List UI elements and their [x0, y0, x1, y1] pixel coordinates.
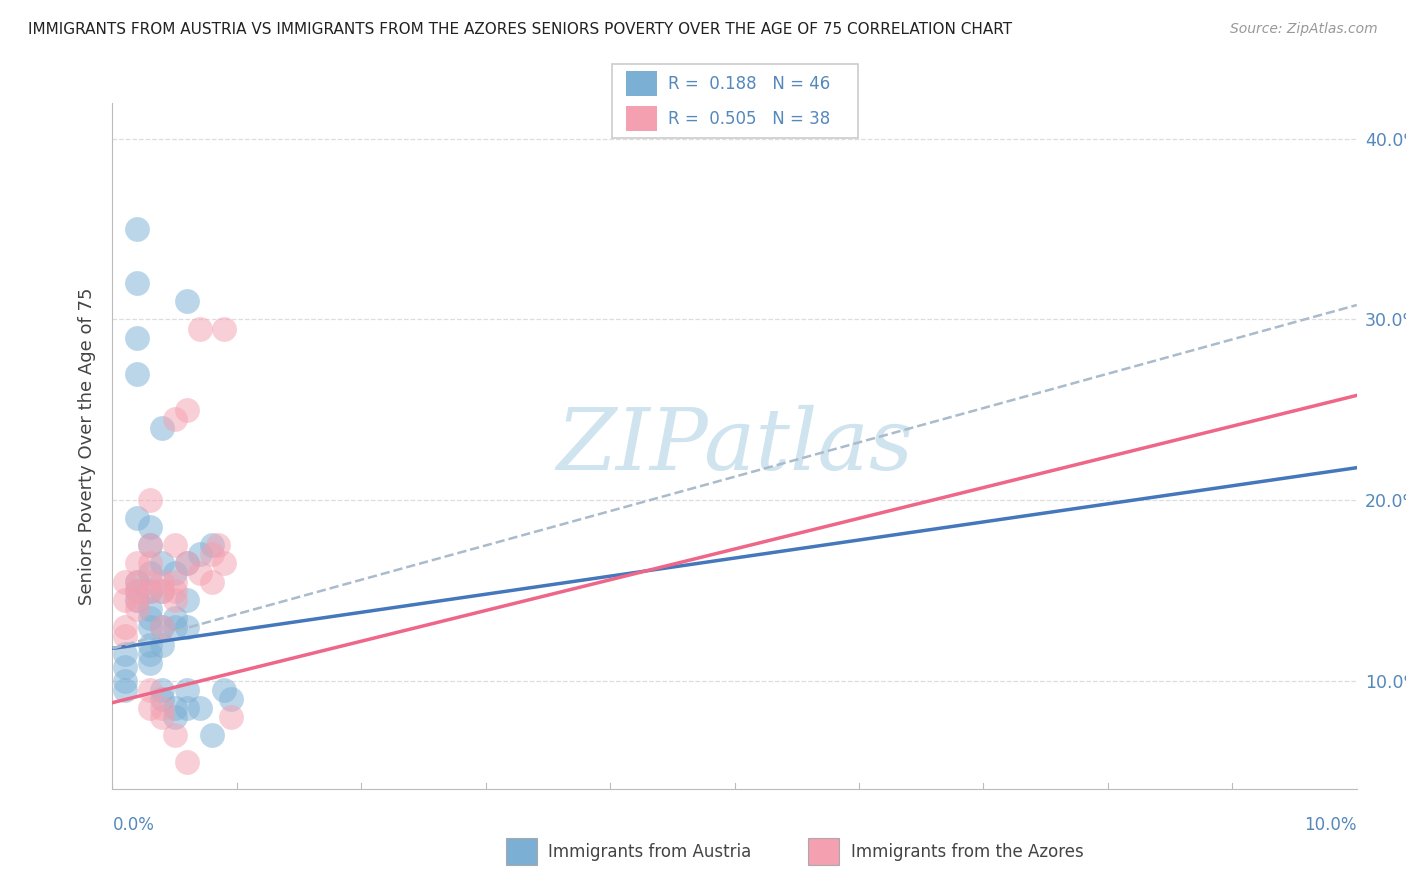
Point [139, 601, 162, 615]
Point [163, 538, 186, 552]
Point [139, 520, 162, 534]
Point [150, 620, 173, 634]
Point [163, 412, 186, 426]
Point [176, 701, 198, 715]
Point [201, 548, 224, 562]
Point [176, 294, 198, 309]
Point [127, 601, 149, 615]
Point [150, 583, 173, 598]
Point [150, 683, 173, 698]
Point [150, 638, 173, 652]
Point [127, 583, 149, 598]
Point [150, 701, 173, 715]
Point [188, 321, 211, 335]
Point [163, 710, 186, 724]
Point [201, 538, 224, 552]
Point [163, 728, 186, 742]
Point [127, 330, 149, 344]
Point [214, 683, 236, 698]
Text: Immigrants from Austria: Immigrants from Austria [548, 843, 752, 861]
Point [163, 701, 186, 715]
Text: Source: ZipAtlas.com: Source: ZipAtlas.com [1230, 22, 1378, 37]
Point [201, 574, 224, 589]
Point [139, 638, 162, 652]
Point [127, 583, 149, 598]
Point [127, 277, 149, 291]
Point [163, 592, 186, 607]
Point [219, 710, 242, 724]
Point [150, 692, 173, 706]
Point [127, 592, 149, 607]
Point [139, 538, 162, 552]
Point [114, 592, 136, 607]
Point [219, 692, 242, 706]
Point [188, 548, 211, 562]
Point [114, 629, 136, 643]
Point [176, 557, 198, 571]
Point [127, 574, 149, 589]
Point [139, 611, 162, 625]
Point [150, 583, 173, 598]
Point [139, 683, 162, 698]
Point [139, 583, 162, 598]
Point [150, 421, 173, 435]
Point [114, 659, 136, 673]
Point [139, 583, 162, 598]
Point [114, 673, 136, 688]
Point [214, 557, 236, 571]
Text: 0.0%: 0.0% [112, 816, 155, 834]
Text: ZIPatlas: ZIPatlas [555, 405, 914, 487]
Point [114, 647, 136, 661]
Point [201, 728, 224, 742]
Point [163, 566, 186, 580]
Point [176, 592, 198, 607]
Point [176, 620, 198, 634]
Point [176, 683, 198, 698]
Point [150, 620, 173, 634]
Point [176, 557, 198, 571]
Point [127, 557, 149, 571]
Point [188, 566, 211, 580]
Point [139, 574, 162, 589]
Point [139, 566, 162, 580]
Text: 10.0%: 10.0% [1305, 816, 1357, 834]
Point [114, 620, 136, 634]
Point [139, 538, 162, 552]
Point [207, 538, 229, 552]
Point [150, 574, 173, 589]
Point [139, 493, 162, 508]
Point [139, 701, 162, 715]
Text: Immigrants from the Azores: Immigrants from the Azores [851, 843, 1084, 861]
Point [127, 222, 149, 236]
Point [139, 620, 162, 634]
Text: IMMIGRANTS FROM AUSTRIA VS IMMIGRANTS FROM THE AZORES SENIORS POVERTY OVER THE A: IMMIGRANTS FROM AUSTRIA VS IMMIGRANTS FR… [28, 22, 1012, 37]
Point [127, 574, 149, 589]
Point [163, 611, 186, 625]
Point [139, 557, 162, 571]
Point [188, 701, 211, 715]
Point [150, 710, 173, 724]
Point [163, 574, 186, 589]
Point [176, 402, 198, 417]
Point [127, 511, 149, 525]
Point [114, 574, 136, 589]
Text: R =  0.188   N = 46: R = 0.188 N = 46 [668, 75, 830, 93]
Text: R =  0.505   N = 38: R = 0.505 N = 38 [668, 110, 830, 128]
Point [114, 683, 136, 698]
Point [176, 756, 198, 770]
Point [150, 557, 173, 571]
Point [139, 656, 162, 670]
Point [127, 367, 149, 381]
Point [127, 592, 149, 607]
Y-axis label: Seniors Poverty Over the Age of 75: Seniors Poverty Over the Age of 75 [77, 287, 96, 605]
Point [163, 620, 186, 634]
Point [139, 647, 162, 661]
Point [163, 583, 186, 598]
Point [214, 321, 236, 335]
